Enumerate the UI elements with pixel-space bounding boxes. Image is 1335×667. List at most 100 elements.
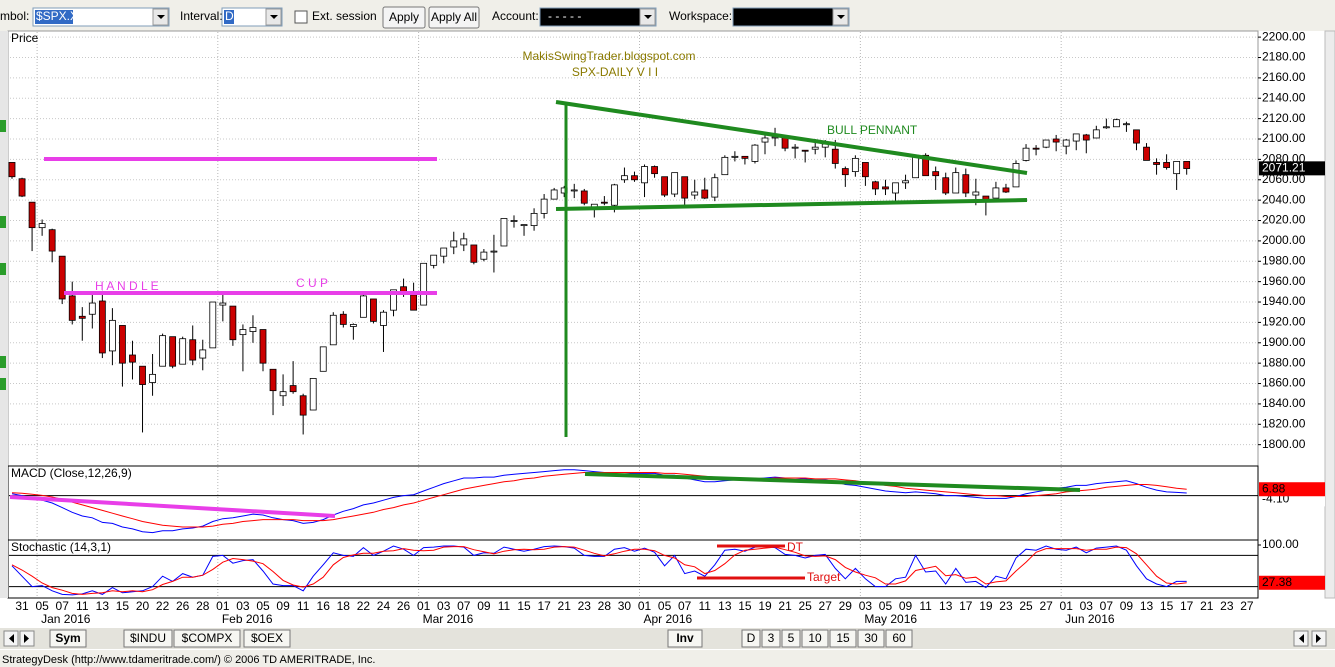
candle-body: [641, 166, 648, 184]
x-tick-label: 07: [1100, 599, 1114, 613]
candle-body: [600, 201, 608, 204]
candle-body: [119, 325, 126, 364]
month-label: Feb 2016: [222, 612, 273, 626]
candle-body: [78, 315, 86, 319]
candle-body: [390, 289, 397, 311]
candle-body: [169, 336, 177, 367]
candle-body: [1123, 123, 1130, 126]
macd-trend-line: [584, 472, 1081, 492]
candle-body: [159, 335, 167, 367]
candle-body: [299, 395, 307, 416]
tab[interactable]: [123, 629, 173, 648]
interval-selection: [224, 10, 234, 24]
tab[interactable]: [243, 629, 291, 648]
candle-body: [902, 180, 909, 184]
candle-body: [661, 176, 668, 196]
tab-label: Sym: [55, 631, 80, 645]
x-tick-label: 09: [1120, 599, 1134, 613]
candle-body: [972, 191, 980, 196]
y-tick-label: 2140.00: [1262, 90, 1306, 104]
y-tick-label: 2200.00: [1262, 29, 1306, 43]
tool-icon[interactable]: [0, 356, 6, 368]
tabs: Sym $INDU $COMPX $OEX Inv D 3 5 10 15 30 60: [49, 629, 913, 648]
candle-body: [721, 156, 729, 176]
candle-body: [1092, 129, 1100, 139]
x-tick-label: 29: [839, 599, 853, 613]
candle-body: [761, 137, 769, 143]
candle-body: [339, 313, 347, 325]
tab[interactable]: [801, 629, 829, 648]
y-tick-label: 1840.00: [1262, 396, 1306, 410]
arrow-icon: [9, 634, 14, 643]
tab[interactable]: [885, 629, 913, 648]
candle-body: [269, 368, 277, 392]
symbol-selection: [35, 10, 73, 24]
x-tick-label: 22: [357, 599, 371, 613]
candle-body: [199, 349, 207, 359]
y-tick-label: 1860.00: [1262, 376, 1306, 390]
candle-body: [1163, 162, 1170, 168]
tab-label: $COMPX: [182, 631, 233, 645]
tab[interactable]: [781, 629, 801, 648]
tool-icon[interactable]: [0, 263, 6, 275]
candle-body: [380, 311, 387, 326]
x-tick-label: 03: [437, 599, 451, 613]
apply-button[interactable]: [382, 6, 426, 29]
candle-body: [500, 218, 508, 247]
tab-label: 3: [768, 631, 775, 645]
workspace-label: Workspace:: [669, 9, 732, 23]
y-tick-label: 2000.00: [1262, 233, 1306, 247]
y-tick-label: 1900.00: [1262, 335, 1306, 349]
dropdown-arrow: [270, 15, 278, 19]
tab[interactable]: [49, 629, 87, 648]
tool-icon[interactable]: [0, 378, 6, 390]
tab[interactable]: [857, 629, 885, 648]
tab[interactable]: [761, 629, 781, 648]
candle-body: [882, 186, 889, 190]
account-value: - - - - -: [548, 9, 581, 23]
month-label: Apr 2016: [644, 612, 693, 626]
pennant-label: BULL PENNANT: [827, 123, 918, 137]
x-tick-label: 13: [1140, 599, 1154, 613]
x-tick-label: 01: [1060, 599, 1074, 613]
candle-body: [410, 294, 418, 311]
candle-body: [319, 346, 327, 372]
tab[interactable]: [173, 629, 241, 648]
candle-body: [992, 187, 1000, 199]
x-tick-label: 05: [35, 599, 49, 613]
x-tick-label: 13: [939, 599, 953, 613]
x-tick-label: 13: [718, 599, 732, 613]
ext-session-checkbox[interactable]: [294, 10, 308, 24]
x-tick-label: 01: [417, 599, 431, 613]
candle-body: [289, 385, 297, 393]
tool-icon[interactable]: [0, 120, 6, 132]
tool-icon[interactable]: [0, 216, 6, 228]
candle-body: [470, 244, 478, 263]
value-tag-label: 2071.21: [1262, 161, 1306, 175]
candle-body: [370, 298, 377, 322]
candle-body: [88, 302, 96, 315]
candle-body: [129, 354, 136, 363]
candle-body: [1072, 133, 1080, 142]
candle-body: [711, 177, 719, 198]
x-tick-label: 09: [276, 599, 290, 613]
x-tick-label: 23: [999, 599, 1013, 613]
plot-layer: Jan 2016 Feb 2016 Mar 2016 Apr 2016 May 2016…: [8, 29, 1325, 626]
account-select[interactable]: [539, 7, 657, 27]
tab[interactable]: [667, 629, 703, 648]
workspace-select[interactable]: [732, 7, 850, 27]
x-tick-label: 11: [76, 599, 89, 613]
chart-name-label: SPX-DAILY V I I: [572, 65, 658, 79]
x-tick-label: 16: [317, 599, 331, 613]
x-tick-label: 07: [56, 599, 70, 613]
x-tick-label: 24: [377, 599, 391, 613]
candle-body: [359, 295, 367, 318]
candle-body: [440, 247, 448, 257]
x-tick-label: 11: [919, 599, 932, 613]
apply-all-button[interactable]: [428, 6, 480, 29]
candle-body: [28, 201, 36, 229]
tab-label: $INDU: [130, 631, 166, 645]
tab[interactable]: [741, 629, 761, 648]
tab[interactable]: [829, 629, 857, 648]
